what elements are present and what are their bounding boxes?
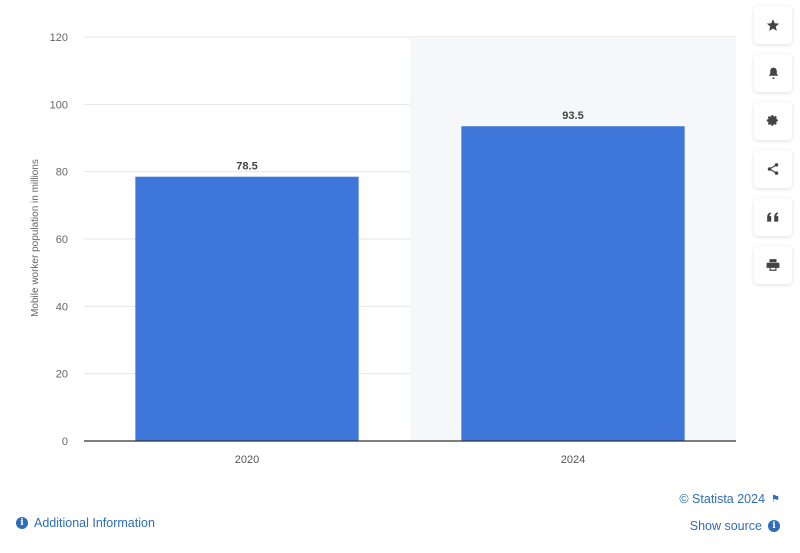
y-axis-title: Mobile worker population in millions: [30, 159, 41, 317]
share-icon: [767, 163, 779, 175]
y-tick-label: 120: [50, 32, 68, 44]
info-icon: i: [768, 520, 780, 532]
y-tick-label: 80: [56, 167, 68, 179]
info-icon: i: [16, 517, 28, 529]
bars: [135, 126, 685, 441]
gear-icon: [766, 115, 778, 126]
labels: 0 20 40 60 80 100 120 78.5 2020 93.5 2024: [50, 32, 736, 466]
y-tick-label: 0: [62, 436, 68, 448]
chart-toolbar: [754, 6, 792, 294]
value-label: 78.5: [236, 161, 257, 173]
bar: [135, 176, 359, 441]
notification-button[interactable]: [754, 54, 792, 92]
cite-button[interactable]: [754, 198, 792, 236]
quote-icon: [767, 212, 779, 222]
x-tick-label: 2020: [235, 454, 259, 466]
x-tick-label: 2024: [561, 454, 585, 466]
y-tick-label: 20: [56, 369, 68, 381]
settings-button[interactable]: [754, 102, 792, 140]
additional-information-link[interactable]: i Additional Information: [16, 514, 155, 532]
print-icon: [766, 259, 780, 271]
star-icon: [766, 19, 780, 31]
value-label: 93.5: [562, 110, 583, 122]
favorite-button[interactable]: [754, 6, 792, 44]
y-tick-label: 40: [56, 301, 68, 313]
bell-icon: [768, 67, 778, 79]
share-button[interactable]: [754, 150, 792, 188]
footer-credits: © Statista 2024 ⚑ Show source i: [679, 490, 780, 535]
y-tick-label: 100: [50, 99, 68, 111]
bar-chart: 0 20 40 60 80 100 120 78.5 2020 93.5 2024 Mobile w…: [30, 32, 736, 466]
flag-icon[interactable]: ⚑: [771, 493, 780, 505]
print-button[interactable]: [754, 246, 792, 284]
additional-information-label: Additional Information: [34, 516, 155, 530]
bar: [461, 126, 685, 441]
y-tick-label: 60: [56, 234, 68, 246]
show-source-link[interactable]: Show source: [689, 519, 762, 533]
copyright-link[interactable]: © Statista 2024: [679, 492, 766, 506]
